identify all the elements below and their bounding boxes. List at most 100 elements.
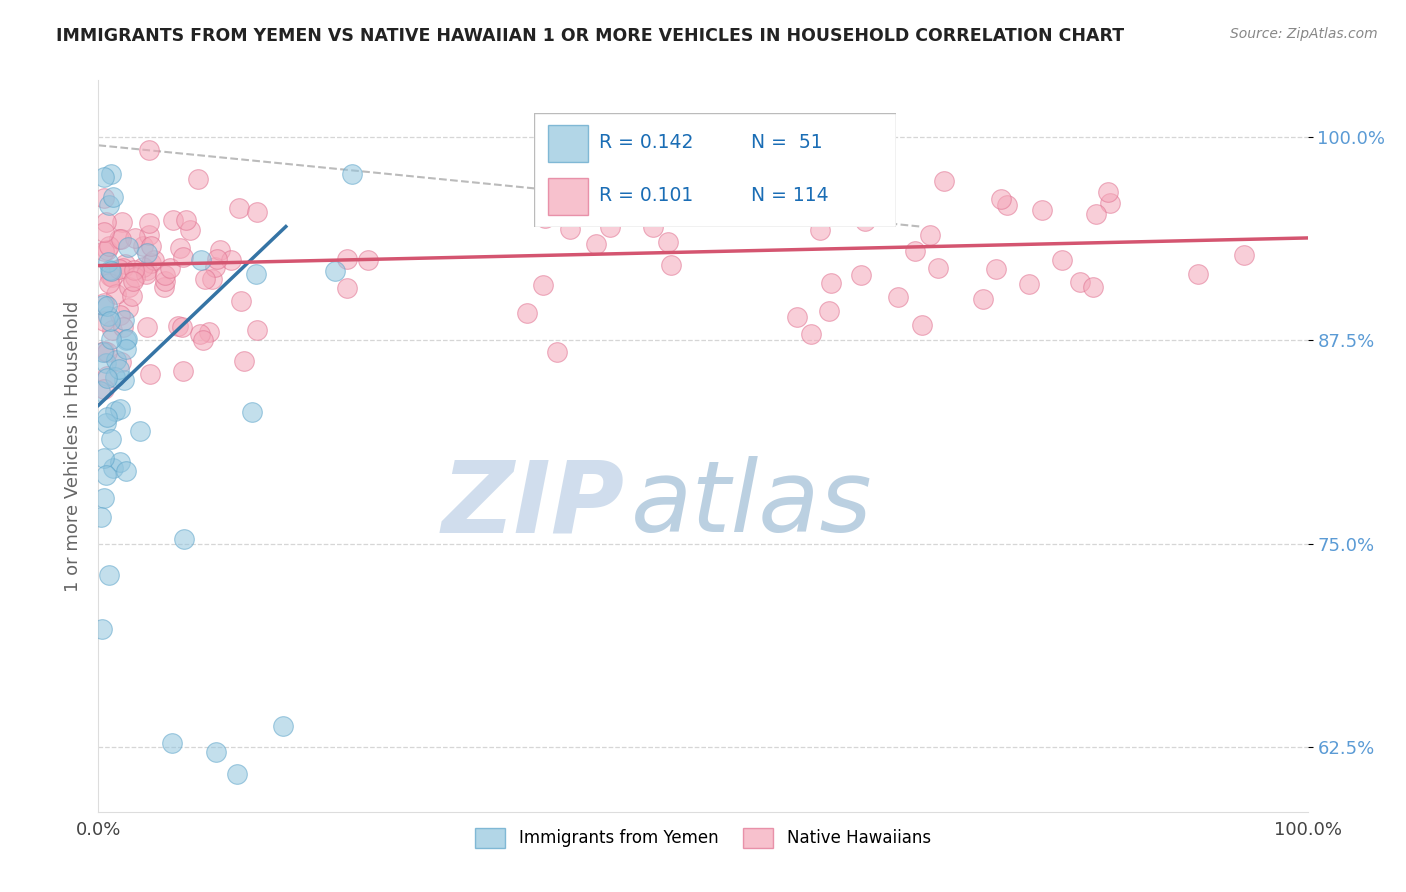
- Point: [169, 241, 191, 255]
- Point: [194, 272, 217, 286]
- Point: [112, 313, 135, 327]
- Point: [887, 290, 910, 304]
- Point: [927, 261, 949, 276]
- Point: [96, 344, 118, 359]
- Point: [849, 268, 872, 282]
- Point: [911, 318, 934, 332]
- Point: [93, 244, 115, 258]
- Point: [172, 250, 194, 264]
- Point: [142, 253, 165, 268]
- Point: [105, 287, 128, 301]
- Point: [94, 468, 117, 483]
- Point: [1018, 277, 1040, 291]
- Point: [91, 622, 114, 636]
- Point: [1069, 275, 1091, 289]
- Point: [659, 258, 682, 272]
- Point: [98, 268, 121, 283]
- Point: [173, 532, 195, 546]
- Point: [1083, 279, 1105, 293]
- Point: [859, 161, 882, 176]
- Point: [208, 244, 231, 258]
- Point: [132, 239, 155, 253]
- Point: [93, 295, 115, 310]
- Point: [93, 225, 115, 239]
- Point: [972, 292, 994, 306]
- Point: [96, 409, 118, 424]
- Point: [93, 491, 115, 505]
- Point: [104, 369, 127, 384]
- Point: [162, 212, 184, 227]
- Point: [336, 281, 359, 295]
- Point: [599, 220, 621, 235]
- Point: [516, 306, 538, 320]
- Point: [160, 736, 183, 750]
- Point: [198, 326, 221, 340]
- Point: [990, 192, 1012, 206]
- Point: [108, 308, 131, 322]
- Point: [115, 464, 138, 478]
- Point: [245, 267, 267, 281]
- Point: [246, 323, 269, 337]
- Point: [995, 198, 1018, 212]
- Point: [820, 276, 842, 290]
- Point: [114, 257, 136, 271]
- Point: [853, 214, 876, 228]
- Point: [122, 274, 145, 288]
- Point: [932, 174, 955, 188]
- Point: [104, 352, 127, 367]
- Point: [110, 355, 132, 369]
- Point: [205, 252, 228, 266]
- Point: [1187, 267, 1209, 281]
- Point: [108, 262, 131, 277]
- Point: [100, 432, 122, 446]
- Point: [101, 323, 124, 337]
- Point: [246, 205, 269, 219]
- Point: [91, 298, 114, 312]
- Point: [643, 220, 665, 235]
- Point: [1031, 202, 1053, 217]
- Point: [108, 402, 131, 417]
- Point: [136, 319, 159, 334]
- Point: [110, 232, 132, 246]
- Point: [1085, 207, 1108, 221]
- Point: [132, 260, 155, 274]
- Point: [115, 333, 138, 347]
- Point: [153, 279, 176, 293]
- Point: [101, 270, 124, 285]
- Point: [808, 222, 831, 236]
- Point: [904, 244, 927, 259]
- Point: [124, 270, 146, 285]
- Point: [97, 309, 120, 323]
- Point: [98, 198, 121, 212]
- Text: IMMIGRANTS FROM YEMEN VS NATIVE HAWAIIAN 1 OR MORE VEHICLES IN HOUSEHOLD CORRELA: IMMIGRANTS FROM YEMEN VS NATIVE HAWAIIAN…: [56, 27, 1125, 45]
- Point: [205, 745, 228, 759]
- Point: [984, 261, 1007, 276]
- Point: [96, 369, 118, 384]
- Point: [818, 303, 841, 318]
- Y-axis label: 1 or more Vehicles in Household: 1 or more Vehicles in Household: [63, 301, 82, 591]
- Point: [100, 263, 122, 277]
- Text: Source: ZipAtlas.com: Source: ZipAtlas.com: [1230, 27, 1378, 41]
- Point: [93, 382, 115, 396]
- Point: [271, 718, 294, 732]
- Legend: Immigrants from Yemen, Native Hawaiians: Immigrants from Yemen, Native Hawaiians: [468, 821, 938, 855]
- Point: [190, 252, 212, 267]
- Point: [93, 343, 115, 358]
- Point: [94, 416, 117, 430]
- Point: [91, 345, 114, 359]
- Point: [138, 227, 160, 242]
- Point: [112, 320, 135, 334]
- Point: [240, 405, 263, 419]
- Point: [918, 228, 941, 243]
- Point: [110, 455, 132, 469]
- Point: [1099, 195, 1122, 210]
- Point: [138, 216, 160, 230]
- Point: [98, 239, 121, 253]
- Point: [98, 568, 121, 582]
- Point: [1097, 185, 1119, 199]
- Point: [136, 245, 159, 260]
- Point: [1050, 253, 1073, 268]
- Point: [118, 280, 141, 294]
- Point: [94, 356, 117, 370]
- Point: [100, 167, 122, 181]
